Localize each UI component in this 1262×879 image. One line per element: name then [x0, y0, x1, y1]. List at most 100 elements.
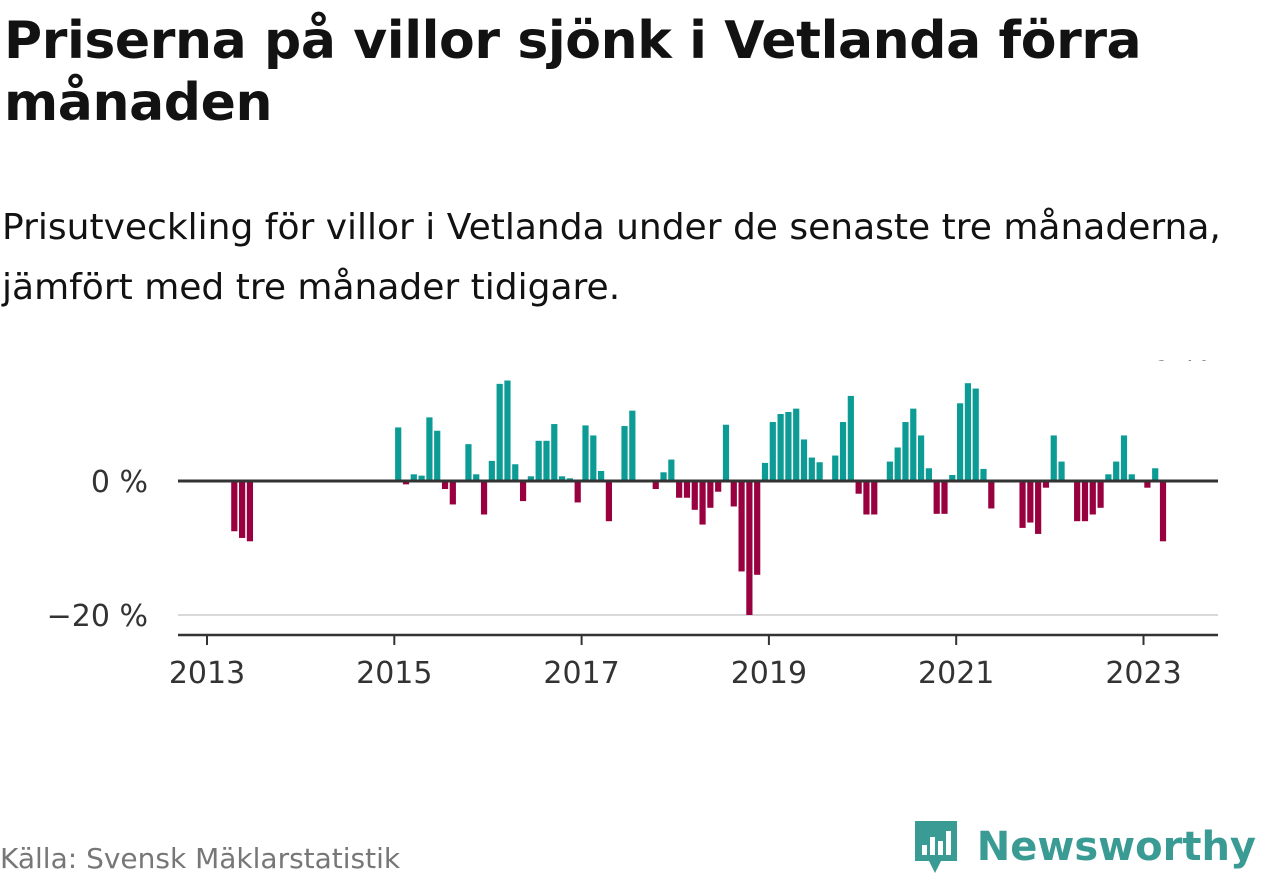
bar	[1035, 481, 1042, 534]
newsworthy-logo-icon	[914, 821, 957, 873]
bar	[691, 481, 698, 510]
bar	[980, 468, 987, 481]
y-tick-label: −20 %	[47, 599, 148, 634]
bar	[1159, 481, 1167, 542]
bar	[863, 481, 870, 515]
bar	[808, 457, 815, 481]
bar	[902, 422, 909, 481]
x-tick-label: 2023	[1105, 656, 1181, 691]
bar	[925, 468, 932, 481]
bar	[933, 481, 940, 514]
bar	[434, 430, 441, 481]
bar	[519, 481, 527, 502]
bar	[1042, 481, 1050, 488]
bar	[402, 481, 410, 485]
bar	[1113, 461, 1120, 481]
bar	[894, 447, 901, 481]
x-tick-label: 2015	[356, 656, 432, 691]
bar	[957, 403, 964, 481]
bar	[816, 462, 823, 481]
bar	[1152, 468, 1159, 481]
annotation-label: −9 %	[1129, 360, 1211, 368]
bar	[1105, 474, 1112, 481]
bar	[231, 481, 238, 532]
brand-name: Newsworthy	[976, 824, 1256, 870]
bar	[1089, 481, 1096, 515]
bar	[1097, 481, 1104, 508]
chart-title: Priserna på villor sjönk i Vetlanda förr…	[4, 11, 1142, 133]
bar	[441, 481, 449, 490]
bar	[1050, 435, 1057, 481]
bar	[1120, 435, 1128, 481]
bar	[886, 461, 893, 481]
bar	[449, 481, 456, 505]
bar	[964, 383, 972, 481]
bar	[847, 395, 854, 481]
bar	[754, 481, 761, 575]
bar	[512, 464, 519, 481]
bar	[465, 444, 472, 481]
bar	[1058, 461, 1065, 481]
brand-logo: Newsworthy	[911, 817, 1256, 877]
bar	[1074, 481, 1081, 522]
bar	[777, 414, 784, 481]
x-tick-label: 2013	[169, 656, 245, 691]
bar	[730, 481, 737, 507]
bar	[668, 459, 675, 481]
bar	[558, 476, 566, 481]
bar	[1081, 481, 1089, 522]
bar	[239, 481, 246, 538]
bar	[871, 481, 878, 515]
bar	[527, 476, 534, 481]
bar	[660, 472, 667, 481]
bar	[832, 455, 839, 481]
bar	[972, 388, 979, 481]
bar	[1144, 481, 1151, 488]
bar	[917, 435, 925, 481]
bar	[621, 426, 628, 481]
bar	[949, 474, 956, 481]
bar	[715, 481, 722, 492]
x-tick-label: 2021	[918, 656, 994, 691]
bar	[676, 481, 683, 498]
bar	[855, 481, 862, 494]
bar	[769, 422, 776, 481]
bar	[683, 481, 691, 498]
bar	[426, 417, 433, 481]
bar	[988, 481, 995, 509]
bar	[246, 481, 254, 542]
bars	[231, 380, 1167, 615]
bar	[910, 408, 917, 481]
bar	[473, 474, 480, 481]
axes	[178, 479, 1218, 645]
bar	[746, 481, 753, 615]
bar	[574, 481, 581, 503]
bar	[1027, 481, 1034, 523]
bar	[582, 425, 589, 481]
x-tick-label: 2019	[731, 656, 807, 691]
bar-chart: 0 % −20 % 2013 2015 2017 2019 2021 2023 −9 %	[47, 360, 1218, 691]
bar	[629, 410, 636, 481]
bar	[707, 481, 714, 508]
bar	[605, 481, 613, 522]
bar	[761, 462, 769, 481]
bar	[699, 481, 706, 525]
bar	[738, 481, 745, 572]
bar	[793, 408, 800, 481]
bar	[785, 411, 792, 481]
bar	[1128, 474, 1135, 481]
y-tick-label: 0 %	[91, 465, 148, 500]
chart-subtitle: Prisutveckling för villor i Vetlanda und…	[2, 207, 1221, 308]
bar	[839, 422, 847, 481]
bar	[395, 427, 402, 481]
bar	[652, 481, 659, 490]
bar	[551, 424, 558, 481]
bar	[418, 475, 425, 481]
bar	[410, 474, 417, 481]
bar	[1019, 481, 1026, 528]
bar	[543, 440, 550, 481]
bar	[722, 424, 730, 481]
bar	[488, 460, 495, 481]
source-note: Källa: Svensk Mäklarstatistik	[0, 842, 401, 875]
bar	[800, 439, 808, 481]
